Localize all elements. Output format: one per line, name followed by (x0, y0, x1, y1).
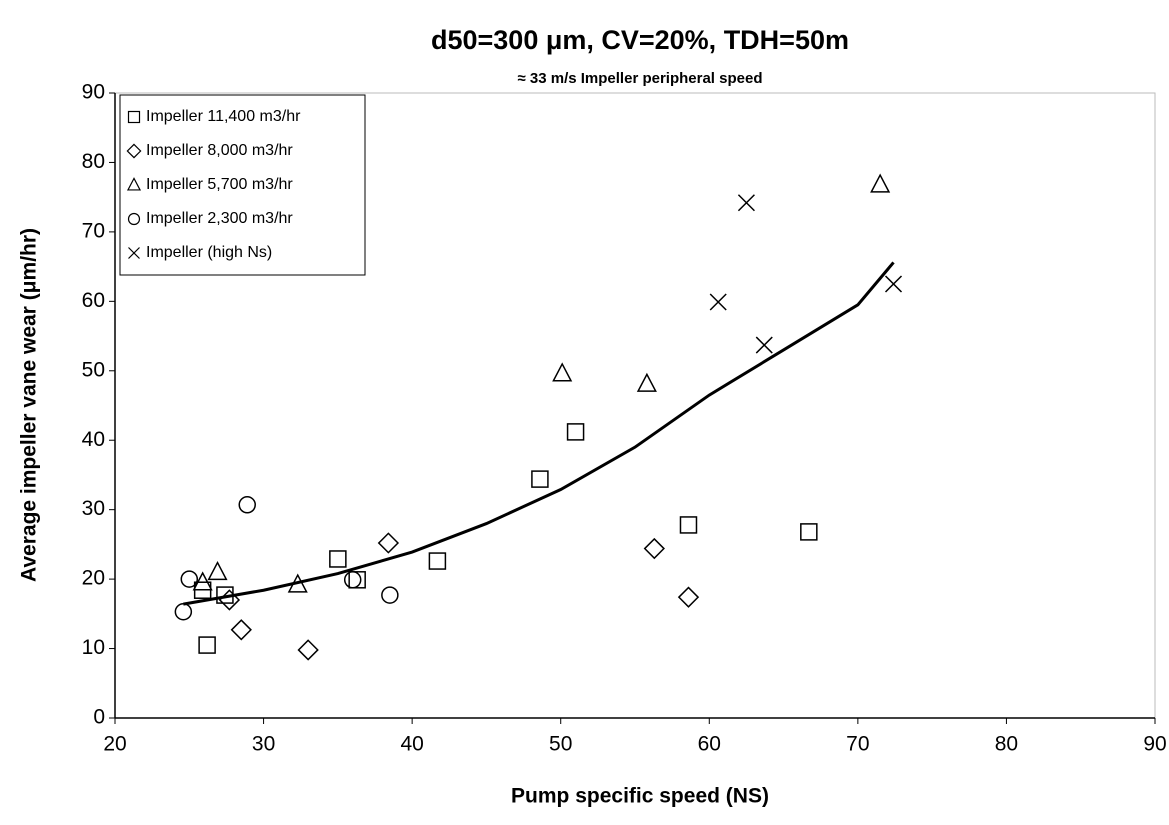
marker-triangle (207, 560, 228, 581)
chart-title: d50=300 μm, CV=20%, TDH=50m (431, 25, 849, 55)
marker-x (128, 247, 140, 259)
y-tick-label: 90 (82, 81, 105, 104)
y-tick-label: 80 (82, 150, 105, 173)
marker-square (348, 571, 366, 589)
y-tick-label: 10 (82, 636, 105, 659)
marker-square (800, 523, 818, 541)
x-tick-label: 40 (400, 733, 423, 756)
marker-diamond (126, 143, 142, 159)
marker-triangle (287, 573, 308, 593)
y-tick-label: 30 (82, 497, 105, 520)
x-tick-label: 20 (103, 733, 126, 756)
legend-label: Impeller 2,300 m3/hr (146, 210, 293, 227)
marker-triangle (870, 173, 891, 193)
marker-diamond (230, 619, 252, 641)
marker-diamond (677, 586, 700, 608)
legend-label: Impeller 11,400 m3/hr (146, 108, 301, 125)
legend-label: Impeller (high Ns) (146, 244, 272, 261)
chart-subtitle: ≈ 33 m/s Impeller peripheral speed (517, 70, 762, 87)
legend-label: Impeller 5,700 m3/hr (146, 176, 293, 193)
marker-circle (180, 570, 199, 588)
trend-line (183, 261, 895, 606)
marker-square (566, 423, 585, 441)
x-tick-label: 70 (846, 733, 869, 756)
y-axis-label: Average impeller vane wear (μm/hr) (18, 228, 41, 582)
legend-box (119, 94, 366, 276)
y-tick-label: 50 (82, 358, 105, 381)
marker-square (127, 110, 141, 124)
marker-square (216, 586, 234, 604)
marker-circle (381, 586, 399, 604)
marker-square (198, 636, 216, 654)
y-tick-label: 70 (82, 219, 105, 242)
marker-x (755, 336, 773, 354)
y-tick-label: 60 (82, 289, 105, 312)
x-tick-label: 30 (252, 733, 275, 756)
y-tick-label: 20 (82, 567, 105, 590)
marker-x (884, 275, 903, 293)
y-tick-label: 0 (93, 706, 105, 729)
legend-label: Impeller 8,000 m3/hr (146, 142, 293, 159)
y-tick-label: 40 (82, 428, 105, 451)
marker-diamond (297, 639, 319, 661)
marker-triangle (636, 372, 657, 392)
marker-diamond (643, 537, 665, 560)
marker-circle (343, 571, 362, 589)
marker-x (737, 194, 755, 212)
marker-triangle (192, 571, 213, 591)
marker-square (329, 550, 347, 568)
marker-circle (127, 212, 141, 226)
marker-diamond (377, 532, 400, 554)
marker-diamond (218, 589, 241, 611)
x-axis-label: Pump specific speed (NS) (511, 785, 769, 808)
marker-x (709, 293, 727, 311)
x-tick-label: 80 (995, 733, 1018, 756)
marker-square (428, 552, 447, 570)
marker-square (679, 516, 698, 534)
marker-triangle (126, 177, 142, 191)
x-tick-label: 50 (549, 733, 572, 756)
marker-circle (174, 603, 193, 621)
x-tick-label: 60 (698, 733, 721, 756)
x-tick-label: 90 (1143, 733, 1166, 756)
marker-square (531, 470, 549, 488)
marker-circle (238, 496, 256, 514)
marker-triangle (552, 362, 573, 382)
